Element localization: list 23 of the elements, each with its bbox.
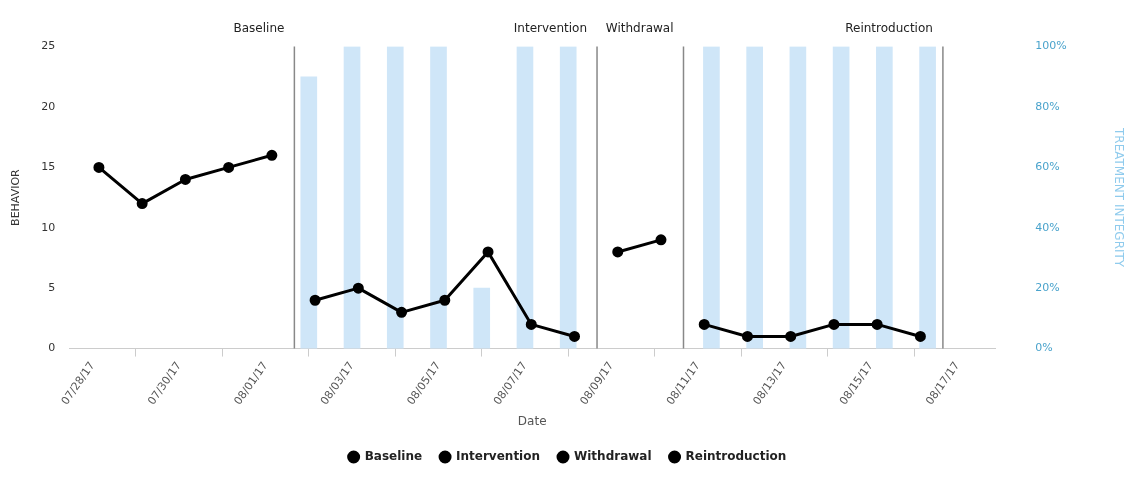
legend-label: Intervention bbox=[456, 449, 541, 464]
legend-label: Reintroduction bbox=[685, 449, 787, 464]
y-axis-title: BEHAVIOR bbox=[9, 168, 23, 226]
ref-line-label: Intervention bbox=[513, 20, 588, 35]
y-tick-label: 20 bbox=[41, 99, 56, 113]
ref-line-label: Reintroduction bbox=[845, 20, 933, 35]
y-tick-label: 10 bbox=[41, 220, 56, 234]
ref-line-label: Withdrawal bbox=[605, 20, 674, 35]
y-tick-label: 25 bbox=[41, 39, 56, 53]
y2-tick-label: 100% bbox=[1035, 39, 1067, 53]
x-axis-title: Date bbox=[517, 413, 547, 428]
y2-tick-label: 0% bbox=[1035, 341, 1053, 355]
y-tick-label: 5 bbox=[48, 281, 56, 295]
y2-tick-label: 40% bbox=[1035, 220, 1060, 234]
ref-line-label: Baseline bbox=[233, 20, 285, 35]
y2-tick-label: 20% bbox=[1035, 281, 1060, 295]
y-tick-label: 15 bbox=[41, 160, 56, 174]
y2-tick-label: 80% bbox=[1035, 99, 1060, 113]
legend-label: Withdrawal bbox=[574, 449, 652, 464]
y2-axis-title: TREATMENT INTEGRITY bbox=[1111, 126, 1126, 268]
y2-tick-label: 60% bbox=[1035, 160, 1060, 174]
y-tick-label: 0 bbox=[48, 341, 56, 355]
legend-label: Baseline bbox=[364, 449, 423, 464]
